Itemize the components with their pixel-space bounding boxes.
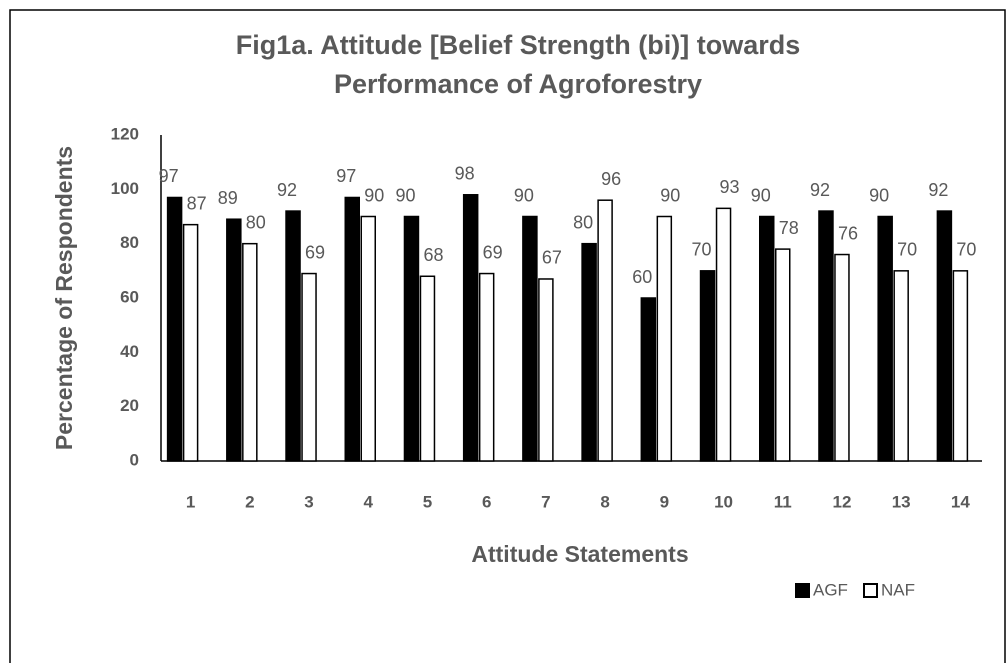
value-label: 70	[692, 240, 712, 260]
bar	[182, 223, 199, 462]
bar	[699, 270, 716, 462]
bar	[952, 270, 969, 462]
x-tick-label: 10	[714, 492, 733, 511]
bar	[538, 278, 554, 462]
value-label: 69	[305, 242, 325, 262]
y-tick-label: 40	[120, 342, 139, 361]
y-tick-label: 60	[120, 287, 139, 306]
x-tick-label: 5	[423, 492, 432, 511]
bar	[818, 210, 834, 462]
value-label: 68	[423, 245, 443, 265]
chart-border	[9, 9, 1006, 663]
value-label: 87	[187, 193, 207, 213]
x-tick-label: 11	[774, 492, 792, 511]
bar	[597, 199, 613, 462]
x-tick-label: 3	[304, 492, 313, 511]
bar	[166, 196, 183, 462]
value-label: 93	[720, 177, 740, 197]
x-tick-label: 7	[541, 492, 550, 511]
x-tick-label: 13	[892, 492, 911, 511]
bar	[360, 215, 376, 462]
value-label: 90	[514, 185, 534, 205]
value-label: 60	[632, 267, 652, 287]
bar	[877, 215, 893, 462]
bar	[834, 253, 850, 462]
y-tick-label: 0	[130, 450, 139, 469]
x-tick-label: 9	[660, 492, 669, 511]
bar	[715, 207, 732, 462]
chart-title: Performance of Agroforestry	[334, 69, 702, 99]
value-label: 80	[246, 212, 266, 232]
bar	[759, 215, 775, 462]
legend-label: AGF	[813, 580, 848, 599]
bar	[893, 270, 909, 462]
x-tick-label: 2	[245, 492, 254, 511]
bar	[419, 275, 436, 462]
x-tick-label: 6	[482, 492, 491, 511]
x-axis-label: Attitude Statements	[471, 541, 688, 567]
bar	[403, 215, 420, 462]
bar	[656, 215, 673, 462]
value-label: 90	[869, 185, 889, 205]
x-tick-label: 14	[951, 492, 970, 511]
value-label: 90	[751, 185, 771, 205]
value-label: 89	[218, 188, 238, 208]
legend-label: NAF	[881, 580, 915, 599]
bar	[581, 242, 597, 462]
value-label: 76	[838, 223, 858, 243]
value-label: 78	[779, 218, 799, 238]
value-label: 69	[483, 242, 503, 262]
y-axis-label: Percentage of Respondents	[51, 146, 77, 450]
value-label: 97	[159, 166, 179, 186]
chart-title: Fig1a. Attitude [Belief Strength (bi)] t…	[236, 30, 801, 60]
value-label: 90	[395, 185, 415, 205]
x-tick-label: 1	[186, 492, 195, 511]
x-tick-label: 8	[600, 492, 609, 511]
bar	[344, 196, 360, 462]
legend-swatch	[795, 583, 810, 598]
value-label: 96	[601, 169, 621, 189]
legend-swatch	[863, 583, 878, 598]
bar	[226, 218, 242, 462]
value-label: 67	[542, 248, 562, 268]
value-label: 70	[956, 240, 976, 260]
value-label: 97	[336, 166, 356, 186]
value-label: 70	[897, 240, 917, 260]
bar	[522, 215, 538, 462]
value-label: 98	[455, 164, 475, 184]
y-tick-label: 20	[120, 396, 139, 415]
value-label: 80	[573, 212, 593, 232]
value-label: 92	[277, 180, 297, 200]
bar	[936, 210, 953, 462]
bar	[775, 248, 791, 462]
value-label: 92	[928, 180, 948, 200]
y-tick-label: 80	[120, 233, 139, 252]
bar	[640, 297, 657, 462]
value-label: 90	[660, 185, 680, 205]
x-tick-label: 12	[833, 492, 852, 511]
y-tick-label: 100	[111, 179, 139, 198]
bar	[462, 194, 479, 462]
value-label: 92	[810, 180, 830, 200]
bar	[242, 242, 258, 462]
bar	[301, 272, 317, 462]
bar	[478, 272, 495, 462]
x-tick-label: 4	[364, 492, 374, 511]
value-label: 90	[364, 185, 384, 205]
bar	[285, 210, 301, 462]
y-tick-label: 120	[111, 124, 139, 143]
